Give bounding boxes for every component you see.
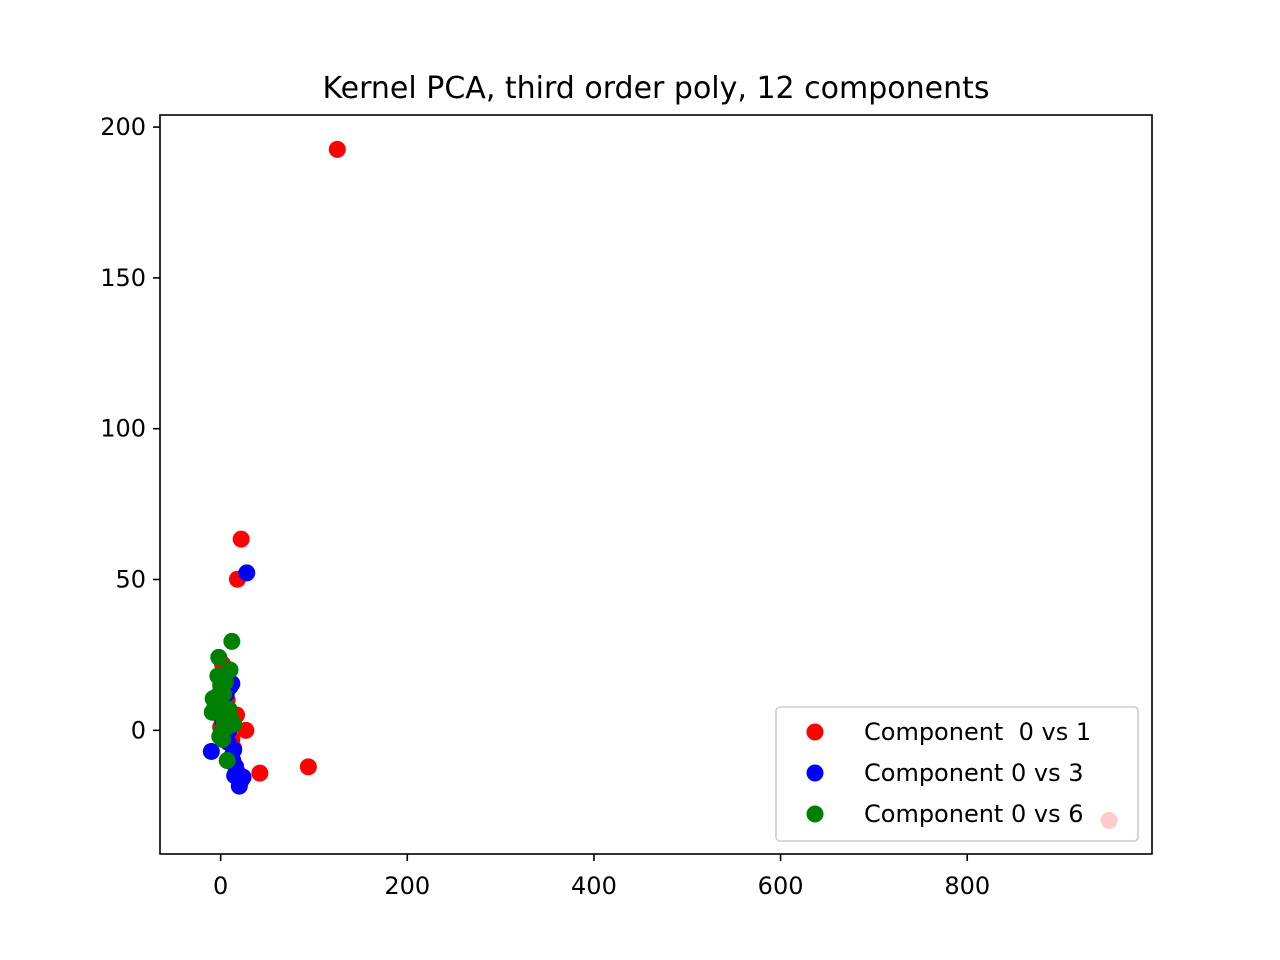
data-point-series-2 [222, 711, 240, 729]
plot-frame [159, 114, 1153, 855]
data-point-series-2 [218, 751, 236, 769]
x-axis-ticks: 0 200 400 600 800 [213, 854, 990, 900]
data-point-series-1 [202, 742, 220, 760]
data-point-series-2 [214, 730, 232, 748]
y-tick-label: 50 [115, 566, 146, 594]
y-tick-label: 100 [100, 415, 146, 443]
x-tick-label: 200 [384, 872, 430, 900]
data-point-series-0 [232, 530, 250, 548]
legend: Component 0 vs 1 Component 0 vs 3 Componen… [775, 706, 1139, 842]
y-tick-label: 150 [100, 264, 146, 292]
data-point-series-0 [299, 758, 317, 776]
data-point-series-2 [212, 676, 230, 694]
legend-label: Component 0 vs 3 [864, 759, 1083, 787]
y-tick-label: 0 [131, 716, 146, 744]
x-tick-label: 600 [758, 872, 804, 900]
legend-marker [806, 723, 824, 741]
data-point-series-0 [251, 764, 269, 782]
data-point-series-0 [328, 140, 346, 158]
data-point-series-2 [223, 632, 241, 650]
y-axis-ticks: 0 50 100 150 200 [100, 113, 160, 744]
data-point-series-2 [210, 648, 228, 666]
x-tick-label: 400 [571, 872, 617, 900]
data-point-series-1 [238, 564, 256, 582]
data-point-series-1 [234, 768, 252, 786]
legend-label: Component 0 vs 6 [864, 800, 1083, 828]
legend-label: Component 0 vs 1 [864, 718, 1091, 746]
x-tick-label: 0 [213, 872, 228, 900]
data-points [202, 140, 1118, 830]
x-tick-label: 800 [944, 872, 990, 900]
legend-marker [806, 805, 824, 823]
chart-title: Kernel PCA, third order poly, 12 compone… [322, 71, 989, 106]
legend-box [775, 706, 1139, 842]
y-tick-label: 200 [100, 113, 146, 141]
legend-marker [806, 764, 824, 782]
